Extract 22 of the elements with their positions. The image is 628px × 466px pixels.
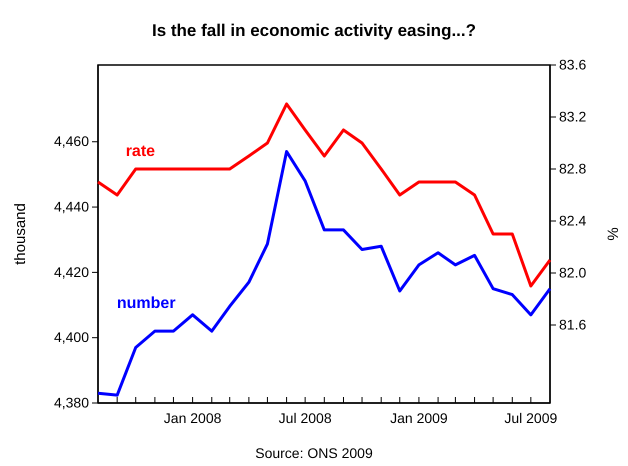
x-tick-label: Jan 2009 bbox=[390, 410, 448, 426]
x-tick-label: Jul 2009 bbox=[504, 410, 558, 426]
y-tick-label: 4,400 bbox=[54, 329, 90, 346]
series-label: rate bbox=[126, 143, 156, 160]
source-note: Source: ONS 2009 bbox=[255, 445, 373, 461]
y2-tick-label: 82.0 bbox=[559, 264, 586, 280]
y2-tick-label: 82.4 bbox=[559, 212, 586, 228]
y2-tick-label: 83.6 bbox=[559, 56, 586, 72]
y-axis-title: thousand bbox=[12, 203, 29, 265]
y-tick-label: 4,440 bbox=[54, 198, 90, 215]
y2-tick-label: 82.8 bbox=[559, 160, 586, 176]
chart-title: Is the fall in economic activity easing...? bbox=[152, 21, 476, 40]
x-tick-label: Jul 2008 bbox=[278, 410, 332, 426]
x-tick-label: Jan 2008 bbox=[164, 410, 222, 426]
y-tick-label: 4,380 bbox=[54, 394, 90, 410]
y2-tick-label: 83.2 bbox=[559, 108, 586, 124]
y-tick-label: 4,460 bbox=[54, 133, 90, 150]
y-tick-label: 4,420 bbox=[54, 264, 90, 280]
line-series bbox=[96, 102, 552, 288]
y2-axis-title: % bbox=[605, 227, 622, 241]
series-label: number bbox=[116, 295, 176, 312]
y2-tick-label: 81.6 bbox=[559, 316, 586, 332]
